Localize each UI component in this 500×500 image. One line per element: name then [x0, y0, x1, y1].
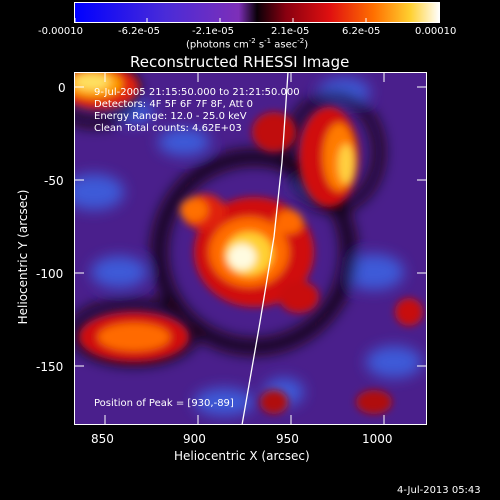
- rhessi-image: [74, 72, 427, 425]
- colorbar-tick-label: 2.1e-05: [271, 26, 310, 37]
- x-tick-label: 900: [183, 432, 206, 446]
- y-tick-label: -50: [44, 174, 64, 188]
- x-tick-label: 850: [91, 432, 114, 446]
- colorbar: [74, 2, 440, 23]
- y-tick-label: -100: [36, 267, 64, 281]
- units-exponent: -2: [297, 37, 305, 45]
- peak-annotation: Position of Peak = [930,-89]: [94, 398, 234, 409]
- units-part: ): [304, 39, 309, 51]
- x-tick-label: 950: [276, 432, 299, 446]
- detectors-annotation: Detectors: 4F 5F 6F 7F 8F, Att 0: [94, 99, 254, 110]
- colorbar-tick-label: -0.00010: [38, 26, 83, 37]
- units-part: s: [255, 39, 265, 51]
- time-range-annotation: 9-Jul-2005 21:15:50.000 to 21:21:50.000: [94, 87, 300, 98]
- x-tick-label: 1000: [362, 432, 393, 446]
- timestamp: 4-Jul-2013 05:43: [397, 485, 481, 496]
- colorbar-tick-label: -6.2e-05: [118, 26, 160, 37]
- energy-annotation: Energy Range: 12.0 - 25.0 keV: [94, 111, 247, 122]
- colorbar-tick-label: 0.00010: [415, 26, 457, 37]
- plot-title: Reconstructed RHESSI Image: [130, 53, 350, 71]
- y-tick-label: -150: [36, 360, 64, 374]
- units-exponent: -2: [248, 37, 256, 45]
- clean-annotation: Clean Total counts: 4.62E+03: [94, 123, 242, 134]
- y-tick-label: 0: [58, 81, 66, 95]
- units-part: (photons cm: [186, 39, 249, 51]
- colorbar-tick-label: -2.1e-05: [192, 26, 234, 37]
- units-exponent: -1: [264, 37, 272, 45]
- units-part: asec: [271, 39, 298, 51]
- colorbar-tick-label: 6.2e-05: [342, 26, 381, 37]
- colorbar-units: (photons cm-2 s-1 asec-2): [186, 37, 308, 50]
- y-axis-label: Heliocentric Y (arcsec): [16, 189, 30, 325]
- x-axis-label: Heliocentric X (arcsec): [174, 449, 310, 463]
